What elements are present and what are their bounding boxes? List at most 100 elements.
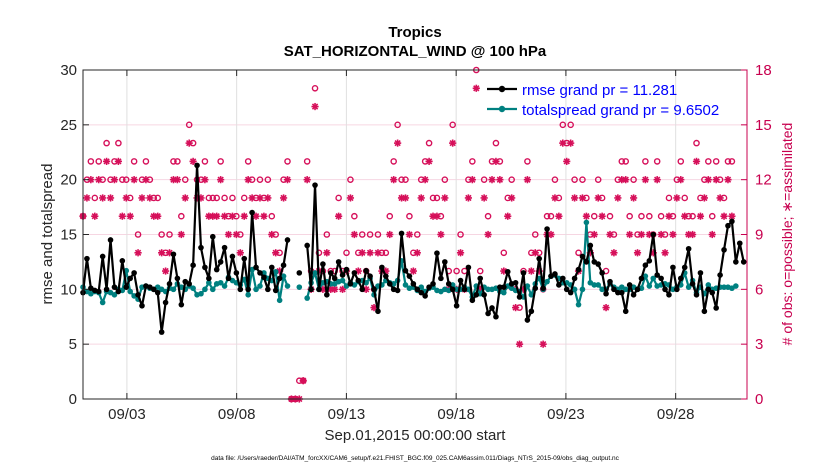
obs-possible-marker bbox=[492, 139, 500, 147]
totalspread-point bbox=[111, 292, 118, 298]
rmse-point bbox=[249, 209, 255, 216]
obs-possible-marker bbox=[351, 212, 358, 220]
rmse-point bbox=[229, 253, 236, 260]
rmse-point bbox=[638, 275, 645, 282]
totalspread-point bbox=[253, 286, 259, 293]
totalspread-point bbox=[485, 286, 491, 293]
y-tick-label: 30 bbox=[60, 62, 77, 79]
obs-assimilated-marker bbox=[606, 230, 614, 239]
obs-possible-marker bbox=[575, 249, 582, 257]
obs-assimilated-marker bbox=[350, 230, 358, 239]
rmse-point bbox=[528, 308, 535, 315]
obs-possible-marker bbox=[433, 194, 441, 202]
rmse-point bbox=[331, 275, 338, 282]
rmse-point bbox=[206, 275, 212, 282]
obs-possible-marker bbox=[174, 158, 181, 165]
obs-assimilated-marker bbox=[118, 212, 126, 220]
obs-assimilated-marker bbox=[527, 267, 535, 275]
obs-assimilated-marker bbox=[472, 84, 480, 92]
legend: rmse grand pr = 11.281 totalspread grand… bbox=[487, 82, 719, 119]
rmse-point bbox=[607, 278, 613, 285]
obs-possible-marker bbox=[642, 158, 649, 165]
rmse-point bbox=[445, 281, 452, 287]
obs-possible-marker bbox=[429, 194, 437, 202]
obs-assimilated-marker bbox=[232, 230, 240, 239]
rmse-point bbox=[713, 305, 719, 311]
rmse-point bbox=[383, 273, 389, 279]
obs-assimilated-marker bbox=[99, 194, 107, 202]
obs-possible-marker bbox=[154, 194, 162, 202]
obs-possible-marker bbox=[284, 158, 291, 165]
rmse-point bbox=[95, 288, 102, 295]
obs-assimilated-marker bbox=[633, 249, 642, 257]
obs-possible-marker bbox=[728, 158, 736, 165]
obs-possible-marker bbox=[657, 212, 665, 220]
y-tick-label: 25 bbox=[60, 117, 77, 134]
obs-assimilated-marker bbox=[260, 212, 268, 220]
rmse-point bbox=[123, 284, 130, 290]
obs-assimilated-marker bbox=[114, 157, 122, 165]
totalspread-point bbox=[127, 288, 133, 295]
obs-assimilated-marker bbox=[425, 157, 433, 165]
obs-assimilated-marker bbox=[496, 176, 504, 184]
rmse-point bbox=[662, 286, 668, 293]
rmse-point bbox=[261, 274, 267, 281]
rmse-point bbox=[414, 286, 421, 293]
rmse-point bbox=[103, 286, 110, 293]
obs-assimilated-marker bbox=[594, 194, 602, 202]
x-tick-label: 09/28 bbox=[657, 406, 695, 423]
obs-assimilated-marker bbox=[236, 249, 244, 257]
rmse-point bbox=[567, 289, 574, 296]
rmse-point bbox=[595, 261, 601, 267]
rmse-point bbox=[438, 275, 444, 282]
rmse-point bbox=[599, 270, 605, 276]
totalspread-point bbox=[575, 301, 582, 308]
rmse-point bbox=[559, 275, 566, 282]
obs-assimilated-marker bbox=[724, 176, 732, 184]
rmse-point bbox=[556, 282, 562, 288]
rmse-point bbox=[477, 275, 484, 282]
rmse-point bbox=[485, 310, 491, 317]
obs-assimilated-marker bbox=[480, 194, 488, 202]
obs-assimilated-marker bbox=[268, 230, 276, 239]
totalspread-point bbox=[206, 279, 212, 286]
rmse-point bbox=[583, 259, 590, 265]
rmse-point bbox=[190, 262, 196, 269]
totalspread-point bbox=[685, 284, 692, 290]
rmse-point bbox=[721, 247, 727, 253]
rmse-point bbox=[276, 275, 283, 282]
rmse-point bbox=[363, 267, 369, 274]
obs-possible-marker bbox=[209, 194, 217, 202]
obs-possible-marker bbox=[130, 158, 138, 165]
rmse-point bbox=[115, 288, 122, 295]
obs-possible-marker bbox=[311, 84, 319, 92]
obs-possible-marker bbox=[677, 158, 685, 165]
rmse-point bbox=[135, 292, 141, 298]
rmse-point bbox=[170, 251, 177, 258]
rmse-point bbox=[221, 244, 228, 251]
obs-assimilated-marker bbox=[331, 285, 339, 293]
rmse-point bbox=[497, 284, 503, 290]
totalspread-point bbox=[599, 286, 605, 293]
rmse-point bbox=[634, 286, 641, 293]
obs-possible-marker bbox=[480, 176, 488, 183]
rmse-point bbox=[127, 275, 133, 282]
rmse-point bbox=[422, 293, 428, 299]
rmse-point bbox=[615, 289, 621, 296]
obs-assimilated-marker bbox=[567, 139, 575, 147]
x-tick-label: 09/18 bbox=[437, 406, 475, 423]
obs-assimilated-marker bbox=[91, 212, 99, 220]
rmse-point bbox=[658, 275, 664, 282]
obs-assimilated-marker bbox=[673, 194, 681, 202]
rmse-point bbox=[646, 258, 653, 264]
obs-assimilated-marker bbox=[240, 212, 248, 220]
rmse-point bbox=[272, 287, 279, 294]
obs-assimilated-marker bbox=[598, 212, 606, 220]
rmse-point bbox=[622, 308, 629, 315]
rmse-point bbox=[84, 255, 90, 262]
rmse-point bbox=[729, 218, 735, 225]
legend-totalspread-label: totalspread grand pr = 9.6502 bbox=[522, 102, 719, 119]
obs-possible-marker bbox=[689, 212, 696, 220]
rmse-point bbox=[320, 261, 326, 267]
obs-possible-marker bbox=[724, 158, 732, 165]
